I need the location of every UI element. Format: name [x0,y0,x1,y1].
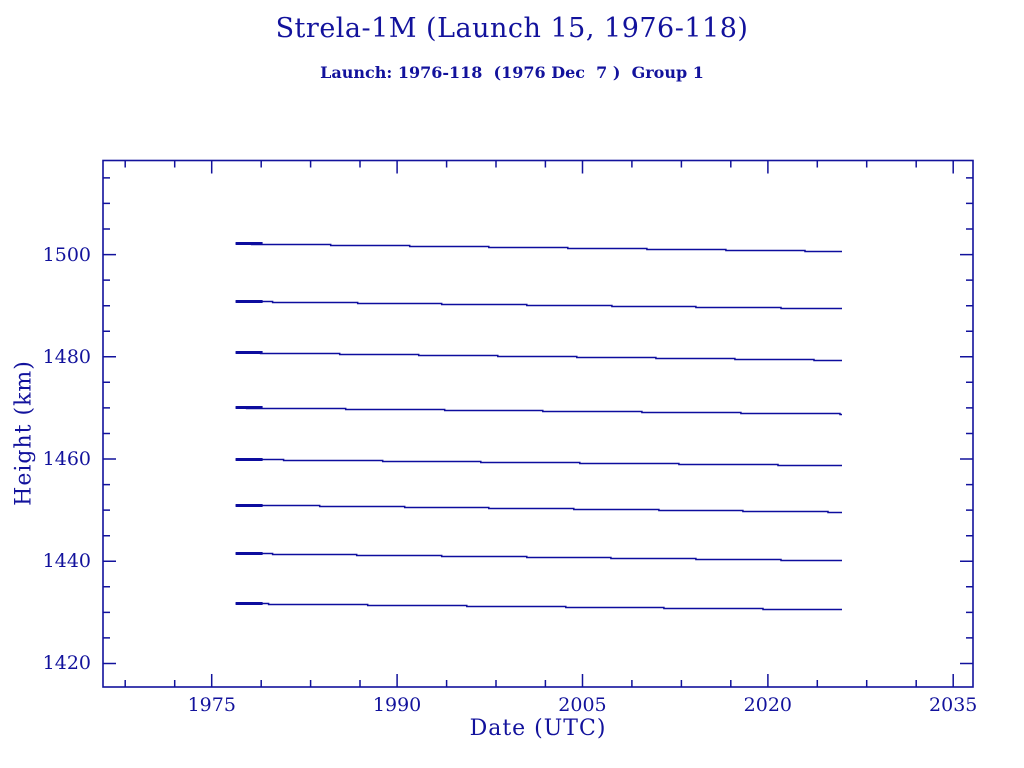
height-line [235,351,842,362]
y-tick-label: 1480 [42,345,91,368]
y-tick-label: 1460 [42,448,91,471]
height-line [235,504,842,514]
y-tick-label: 1440 [42,550,91,573]
height-line [235,552,842,562]
x-tick-label: 2005 [558,694,607,716]
height-line [235,406,842,416]
chart-subtitle: Launch: 1976-118 (1976 Dec 7 ) Group 1 [320,63,704,82]
y-axis-label: Height (km) [11,360,37,506]
height-line [235,300,842,310]
height-line [235,242,842,253]
axis-ticks [103,160,973,687]
x-tick-label: 2035 [929,694,978,716]
height-line [235,458,842,467]
x-axis-label: Date (UTC) [469,716,607,741]
height-line [235,602,842,611]
plot-border [102,159,974,688]
x-tick-label: 2020 [743,694,793,716]
x-tick-label: 1990 [372,694,422,716]
chart-title: Strela-1M (Launch 15, 1976-118) [275,13,749,44]
y-tick-label: 1500 [42,243,91,266]
x-tick-label: 1975 [187,694,236,716]
y-tick-label: 1420 [42,652,91,675]
